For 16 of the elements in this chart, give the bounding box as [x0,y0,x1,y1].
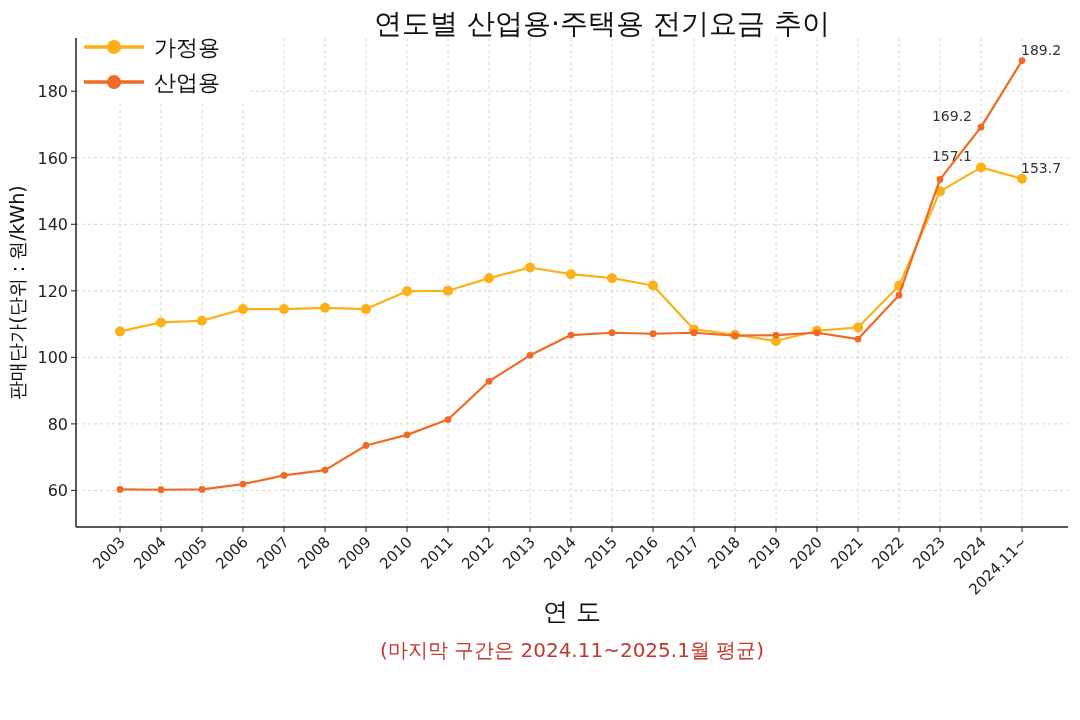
y-tick-label: 100 [37,348,68,368]
legend-label: 산업용 [154,70,220,95]
y-tick-label: 160 [37,148,68,168]
y-tick-label: 80 [47,414,68,434]
y-axis-title: 판매단가(단위 : 원/kWh) [6,185,28,400]
data-label: 169.2 [931,108,972,125]
y-tick-label: 140 [37,215,68,235]
chart-title: 연도별 산업용·주택용 전기요금 추이 [374,7,830,40]
data-label: 153.7 [1021,159,1062,176]
x-axis-title: 연 도 [543,597,601,626]
legend-label: 가정용 [154,35,220,60]
y-tick-label: 120 [37,281,68,301]
data-label: 189.2 [1021,41,1062,58]
y-tick-label: 60 [47,481,68,501]
text: (마지막 구간은 2024.11~2025.1월 평균) [379,638,765,662]
y-tick-label: 180 [37,82,68,102]
